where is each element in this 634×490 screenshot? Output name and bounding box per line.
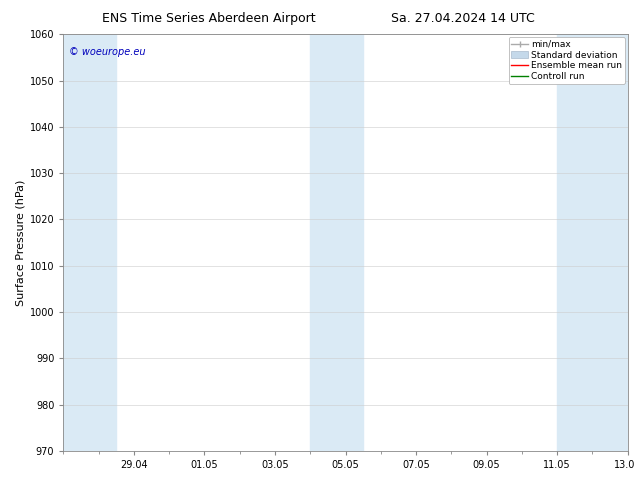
Bar — [557, 34, 628, 451]
Text: Sa. 27.04.2024 14 UTC: Sa. 27.04.2024 14 UTC — [391, 12, 534, 25]
Bar — [63, 34, 116, 451]
Y-axis label: Surface Pressure (hPa): Surface Pressure (hPa) — [16, 179, 25, 306]
Text: © woeurope.eu: © woeurope.eu — [69, 47, 146, 57]
Legend: min/max, Standard deviation, Ensemble mean run, Controll run: min/max, Standard deviation, Ensemble me… — [508, 37, 625, 84]
Bar — [310, 34, 363, 451]
Text: ENS Time Series Aberdeen Airport: ENS Time Series Aberdeen Airport — [103, 12, 316, 25]
